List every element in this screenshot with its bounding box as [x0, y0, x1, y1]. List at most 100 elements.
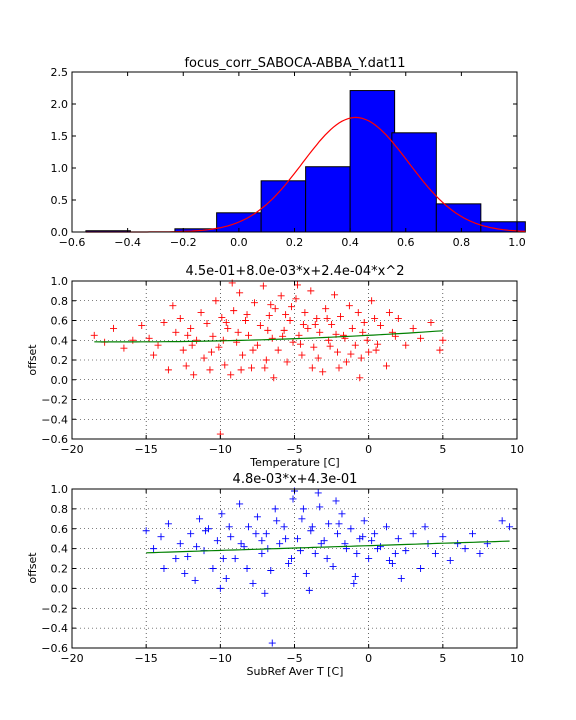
x-tick-label: −15	[135, 652, 158, 665]
scatter-point	[262, 530, 270, 538]
x-tick-label: −10	[209, 652, 232, 665]
scatter-point	[372, 346, 380, 354]
scatter-point	[187, 324, 195, 332]
scatter-point	[402, 547, 410, 555]
scatter-point	[382, 362, 390, 370]
scatter-point	[264, 326, 272, 334]
scatter-point	[270, 374, 278, 382]
scatter-point	[377, 321, 385, 329]
scatter-point	[250, 299, 258, 307]
x-tick-label: 0.6	[397, 236, 415, 249]
histogram-panel: focus_corr_SABOCA-ABBA_Y.dat11 −0.6 −0.4 −…	[51, 56, 526, 249]
scatter-point	[90, 331, 98, 339]
x-tick-label: 5	[439, 652, 446, 665]
scatter-point	[311, 550, 319, 558]
scatter-point	[382, 523, 390, 531]
scatter-point	[237, 540, 245, 548]
scatter-point	[227, 533, 235, 541]
subref-fit-title: 4.8e-03*x+4.3e-01	[233, 472, 358, 487]
x-tick-label: −0.4	[114, 236, 141, 249]
y-axis-label: offset	[26, 552, 39, 584]
scatter-point	[277, 292, 285, 300]
scatter-point	[371, 315, 379, 323]
scatter-point	[427, 318, 435, 326]
scatter-point	[308, 364, 316, 372]
x-tick-label: −10	[209, 443, 232, 456]
y-tick-label: −0.2	[41, 394, 68, 407]
scatter-point	[325, 520, 333, 528]
scatter-point	[334, 530, 342, 538]
scatter-point	[308, 523, 316, 531]
scatter-point	[169, 302, 177, 310]
scatter-point	[282, 535, 290, 543]
scatter-point	[164, 520, 172, 528]
scatter-point	[506, 523, 514, 531]
scatter-point	[285, 560, 293, 568]
scatter-point	[461, 545, 469, 553]
scatter-point	[193, 543, 201, 551]
x-tick-label: 0	[365, 443, 372, 456]
histogram-bar	[435, 203, 482, 233]
scatter-point	[249, 579, 257, 587]
y-tick-label: 0.0	[51, 582, 69, 595]
scatter-point	[368, 297, 376, 305]
scatter-point	[271, 505, 279, 513]
scatter-point	[179, 346, 187, 354]
scatter-point	[371, 530, 379, 538]
y-tick-label: 0.8	[51, 295, 69, 308]
scatter-point	[120, 344, 128, 352]
scatter-point	[454, 540, 462, 548]
x-tick-label: 0	[365, 652, 372, 665]
scatter-point	[311, 320, 319, 328]
scatter-point	[298, 515, 306, 523]
scatter-point	[314, 354, 322, 362]
y-tick-label: 1.0	[51, 162, 69, 175]
scatter-point	[476, 550, 484, 558]
scatter-point	[227, 371, 235, 379]
scatter-point	[351, 341, 359, 349]
scatter-point	[347, 525, 355, 533]
x-axis-label: Temperature [C]	[249, 456, 339, 469]
scatter-point	[268, 334, 276, 342]
scatter-point	[219, 555, 227, 563]
scatter-point	[288, 555, 296, 563]
scatter-point	[286, 317, 294, 324]
scatter-point	[314, 489, 322, 497]
scatter-point	[267, 566, 275, 574]
y-tick-label: −0.4	[41, 622, 68, 635]
scatter-point	[307, 287, 315, 295]
scatter-point	[394, 535, 402, 543]
scatter-point	[280, 326, 288, 334]
scatter-point	[409, 324, 417, 332]
scatter-point	[332, 497, 340, 505]
y-tick-label: 0.2	[51, 354, 69, 367]
x-tick-label: −0.2	[170, 236, 197, 249]
scatter-point	[316, 328, 324, 336]
scatter-point	[253, 513, 261, 521]
y-tick-label: −0.6	[41, 642, 68, 655]
scatter-point	[359, 533, 367, 541]
scatter-point	[203, 319, 211, 327]
temperature-fit-title: 4.5e-01+8.0e-03*x+2.4e-04*x^2	[185, 264, 404, 279]
scatter-point	[350, 579, 358, 587]
scatter-point	[268, 639, 276, 647]
scatter-point	[313, 315, 321, 323]
y-tick-label: 0.2	[51, 563, 69, 576]
scatter-point	[360, 318, 368, 326]
scatter-point	[243, 311, 251, 319]
scatter-point	[252, 530, 260, 538]
scatter-point	[187, 530, 195, 538]
y-tick-label: 0.4	[51, 543, 69, 556]
scatter-point	[225, 523, 233, 531]
scatter-point	[299, 505, 307, 513]
scatter-point	[243, 565, 251, 572]
y-axis-label: offset	[26, 344, 39, 376]
scatter-point	[298, 351, 306, 359]
scatter-point	[176, 315, 184, 323]
scatter-point	[200, 354, 208, 362]
scatter-point	[310, 343, 318, 351]
scatter-point	[325, 336, 333, 344]
scatter-point	[258, 537, 266, 545]
scatter-point	[397, 574, 405, 582]
